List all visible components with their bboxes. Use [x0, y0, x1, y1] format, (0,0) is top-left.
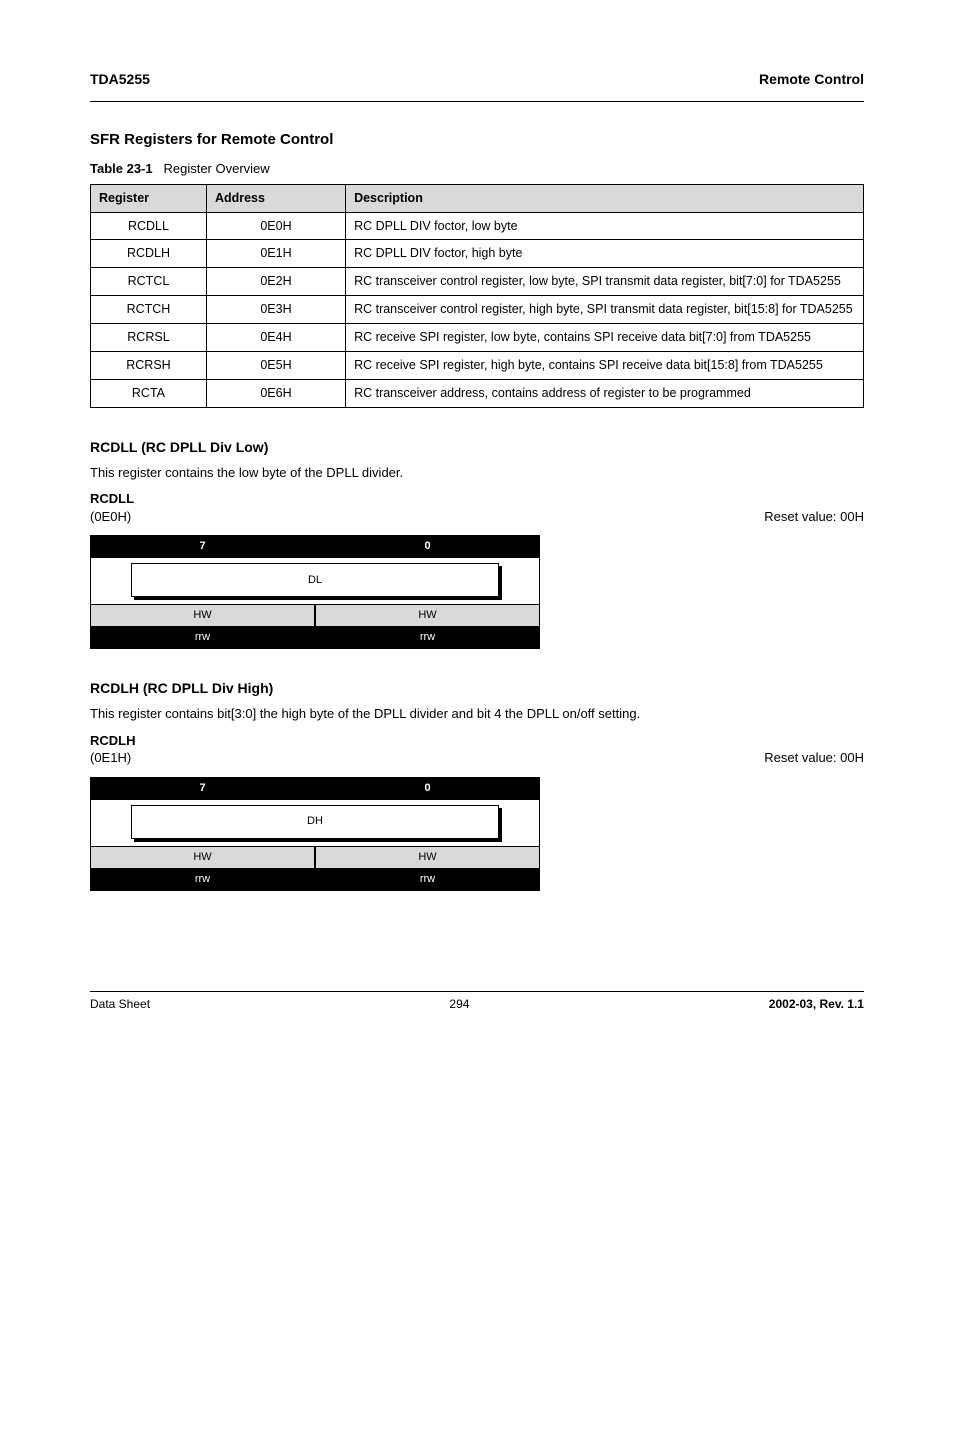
table-cell: RCRSL: [91, 324, 207, 352]
table-header: Description: [346, 184, 864, 212]
table-cell: RC transceiver control register, high by…: [346, 296, 864, 324]
rcdlh-bit-hi: 7: [90, 777, 315, 799]
table-cell: RCRSH: [91, 351, 207, 379]
rcdlh-intro: This register contains bit[3:0] the high…: [90, 704, 864, 724]
rcdll-title: RCDLL (RC DPLL Div Low): [90, 438, 864, 457]
rcdlh-title: RCDLH (RC DPLL Div High): [90, 679, 864, 698]
rcdll-bit-hi: 7: [90, 535, 315, 557]
table-cell: 0E0H: [206, 212, 345, 240]
rcdlh-name: RCDLH: [90, 732, 136, 750]
rcdll-reset: Reset value: 00H: [764, 508, 864, 526]
table-cell: 0E2H: [206, 268, 345, 296]
table-cell: 0E3H: [206, 296, 345, 324]
rcdlh-field: DH: [131, 805, 499, 839]
table-cell: RC receive SPI register, high byte, cont…: [346, 351, 864, 379]
rcdll-name: RCDLL: [90, 490, 134, 508]
rcdlh-reset: Reset value: 00H: [764, 749, 864, 767]
register-table: RegisterAddressDescription RCDLL0E0HRC D…: [90, 184, 864, 408]
table-cell: RC transceiver control register, low byt…: [346, 268, 864, 296]
footer-center: 294: [449, 996, 469, 1012]
rcdll-access-l: HW: [90, 605, 315, 627]
rcdll-rw-l: rrw: [90, 627, 315, 649]
rcdll-addr: (0E0H): [90, 508, 134, 526]
table-cell: RC DPLL DIV foctor, high byte: [346, 240, 864, 268]
table-row: RCTA0E6HRC transceiver address, contains…: [91, 379, 864, 407]
rcdlh-addr: (0E1H): [90, 749, 136, 767]
footer-left: Data Sheet: [90, 996, 150, 1012]
table-header: Address: [206, 184, 345, 212]
table-cell: RCTCL: [91, 268, 207, 296]
table-cell: RC transceiver address, contains address…: [346, 379, 864, 407]
table-caption-prefix: Table 23-1: [90, 161, 153, 176]
section-title: SFR Registers for Remote Control: [90, 130, 864, 150]
table-row: RCDLL0E0HRC DPLL DIV foctor, low byte: [91, 212, 864, 240]
table-row: RCDLH0E1HRC DPLL DIV foctor, high byte: [91, 240, 864, 268]
table-row: RCTCH0E3HRC transceiver control register…: [91, 296, 864, 324]
table-cell: 0E6H: [206, 379, 345, 407]
header-right: Remote Control: [759, 70, 864, 89]
rcdll-access-r: HW: [315, 605, 540, 627]
table-caption-text: Register Overview: [163, 161, 269, 176]
rcdll-rw-r: rrw: [315, 627, 540, 649]
table-cell: RCTCH: [91, 296, 207, 324]
rcdlh-access-r: HW: [315, 847, 540, 869]
table-row: RCRSH0E5HRC receive SPI register, high b…: [91, 351, 864, 379]
table-cell: 0E5H: [206, 351, 345, 379]
table-header: Register: [91, 184, 207, 212]
table-cell: 0E4H: [206, 324, 345, 352]
rcdlh-access-l: HW: [90, 847, 315, 869]
rcdlh-rw-r: rrw: [315, 869, 540, 891]
table-cell: RCTA: [91, 379, 207, 407]
rcdlh-rw-l: rrw: [90, 869, 315, 891]
rcdlh-figure: 7 0 DH HW HW rrw rrw: [90, 777, 540, 891]
table-cell: RCDLL: [91, 212, 207, 240]
table-cell: RC receive SPI register, low byte, conta…: [346, 324, 864, 352]
table-row: RCTCL0E2HRC transceiver control register…: [91, 268, 864, 296]
rcdll-intro: This register contains the low byte of t…: [90, 463, 864, 483]
top-rule: [90, 101, 864, 102]
footer-right: 2002-03, Rev. 1.1: [769, 996, 864, 1012]
header-left: TDA5255: [90, 70, 150, 89]
rcdll-bit-lo: 0: [315, 535, 540, 557]
table-row: RCRSL0E4HRC receive SPI register, low by…: [91, 324, 864, 352]
rcdll-field: DL: [131, 563, 499, 597]
rcdll-figure: 7 0 DL HW HW rrw rrw: [90, 535, 540, 649]
rcdlh-bit-lo: 0: [315, 777, 540, 799]
table-caption: Table 23-1 Register Overview: [90, 160, 864, 178]
table-cell: RC DPLL DIV foctor, low byte: [346, 212, 864, 240]
table-cell: RCDLH: [91, 240, 207, 268]
table-cell: 0E1H: [206, 240, 345, 268]
bottom-rule: [90, 991, 864, 992]
